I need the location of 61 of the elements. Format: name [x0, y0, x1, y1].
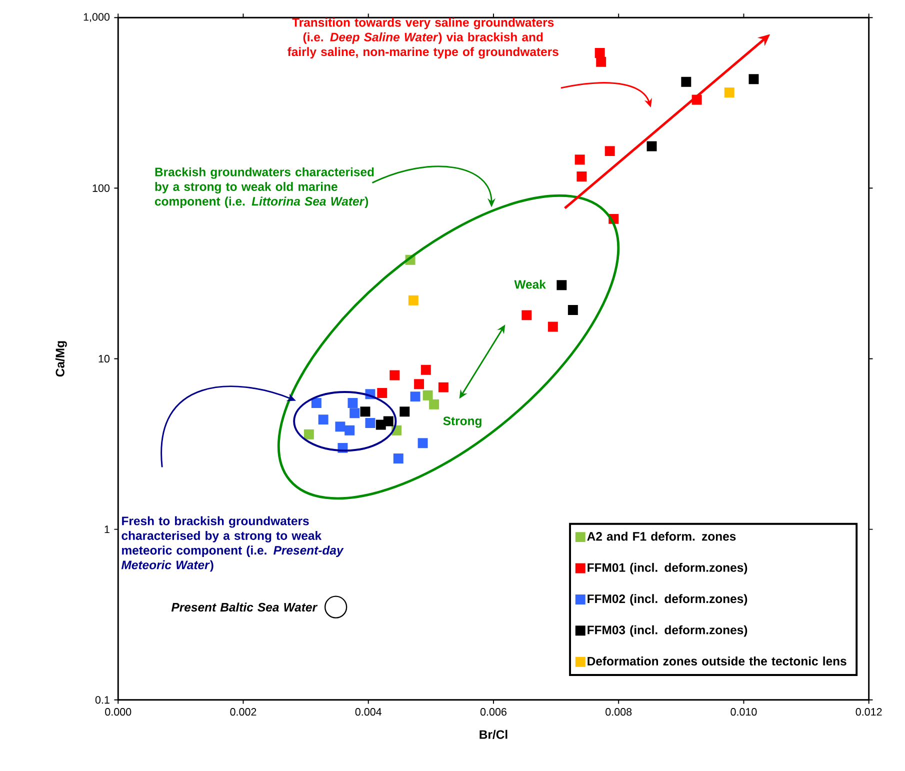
- point: [594, 48, 605, 58]
- point: [335, 422, 346, 432]
- point: [576, 171, 587, 182]
- legend-label: A2 and F1 deform. zones: [587, 532, 736, 541]
- x-tick-label: 0.010: [730, 708, 757, 716]
- legend-label: Deformation zones outside the tectonic lens: [588, 656, 846, 666]
- annotation: Brackish groundwaters characterised by a strong to weak old marine component (i.e. Littorina Sea Water): [154, 167, 374, 208]
- point: [420, 364, 431, 375]
- x-tick-label: 0.002: [230, 708, 256, 716]
- point: [429, 399, 440, 410]
- point: [604, 146, 615, 156]
- x-tick-label: 0.008: [606, 708, 632, 716]
- point: [422, 390, 433, 400]
- point: [383, 416, 394, 426]
- point: [414, 379, 424, 389]
- point: [418, 438, 428, 448]
- point: [556, 280, 567, 290]
- point: [390, 370, 400, 380]
- y-tick-label: 0.1: [95, 696, 110, 704]
- point: [324, 596, 348, 618]
- point: [522, 310, 532, 320]
- annotation: Transition towards very saline groundwaters (i.e. Deep Saline Water) via brackish and fairly saline, non-marine type of groundwaters: [288, 18, 558, 58]
- point: [311, 398, 322, 408]
- point: [350, 408, 360, 418]
- point: [318, 414, 328, 424]
- point: [400, 406, 410, 416]
- y-tick-label: 100: [92, 184, 110, 192]
- y-tick-label: 10: [98, 354, 110, 362]
- point: [410, 391, 420, 402]
- point: [408, 295, 418, 306]
- point: [596, 56, 606, 67]
- legend-label: FFM01 (incl. deform.zones): [588, 562, 748, 574]
- x-tick-label: 0.000: [105, 708, 132, 716]
- point: [548, 322, 558, 332]
- annotation: Present Baltic Sea Water: [171, 602, 318, 612]
- legend-label: FFM02 (incl. deform.zones): [588, 594, 748, 606]
- point: [360, 406, 370, 416]
- legend-label: FFM03 (incl. deform.zones): [588, 625, 748, 637]
- annotation: Strong: [443, 416, 482, 428]
- point: [748, 74, 759, 84]
- y-tick-label: 1: [104, 526, 110, 533]
- point: [438, 382, 448, 392]
- point: [348, 398, 358, 408]
- point: [574, 154, 585, 165]
- x-tick-label: 0.012: [856, 708, 882, 716]
- point: [365, 418, 376, 428]
- x-tick-label: 0.004: [355, 708, 382, 716]
- annotation: Weak: [514, 280, 546, 289]
- x-axis-title: Br/Cl: [480, 730, 508, 739]
- y-tick-label: 1,000: [84, 13, 110, 22]
- point: [724, 87, 734, 98]
- text: Fresh to brackish groundwaters characterised by a strong to weak meteoric component (i.e. Present-day Meteoric Water): [121, 516, 344, 572]
- point: [304, 429, 314, 440]
- point: [344, 425, 355, 436]
- point: [568, 304, 578, 315]
- point: [377, 388, 388, 398]
- x-tick-label: 0.006: [480, 708, 506, 716]
- point: [646, 141, 657, 152]
- point: [681, 76, 692, 87]
- point: [393, 453, 404, 464]
- y-axis-title: Ca/Mg: [55, 341, 67, 376]
